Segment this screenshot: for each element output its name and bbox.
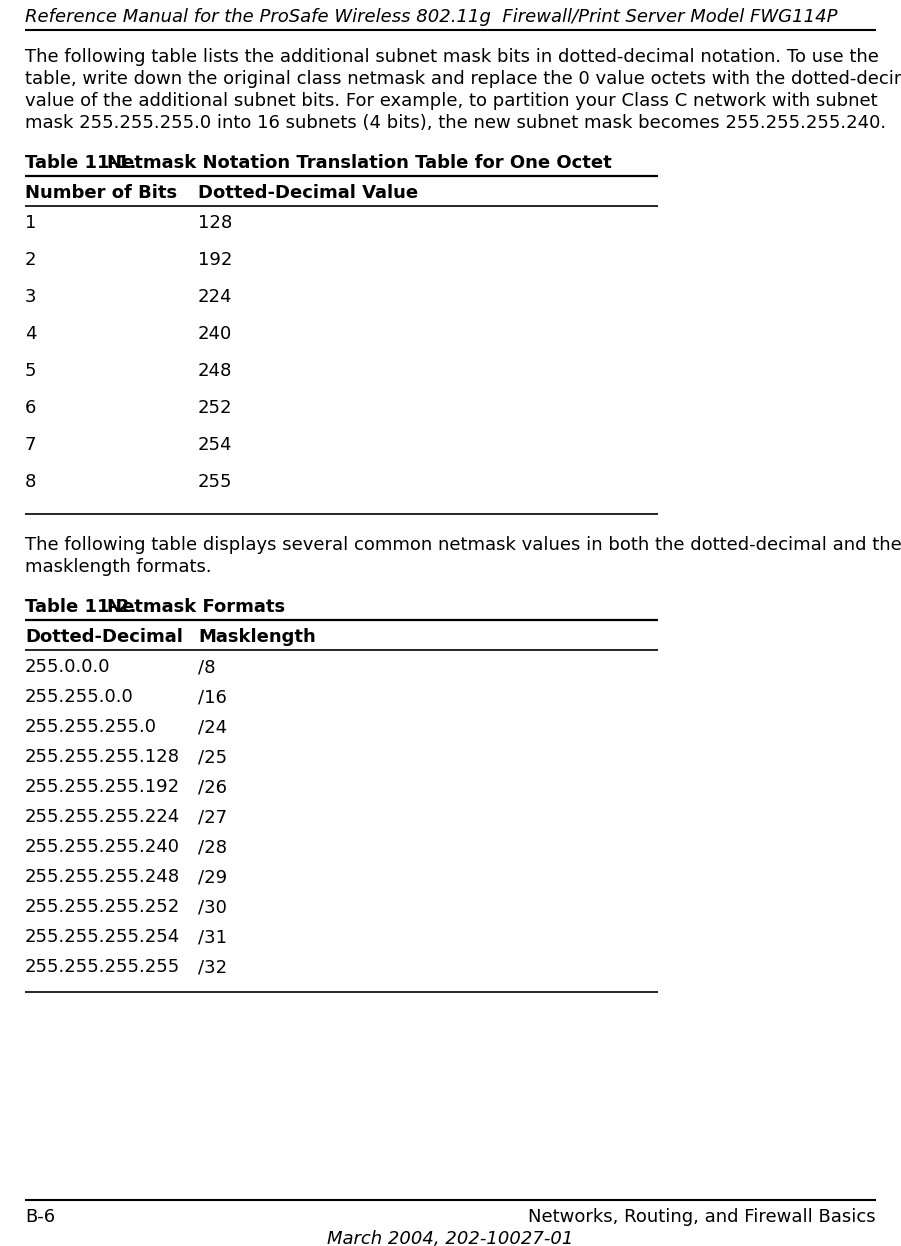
Text: 255.255.255.254: 255.255.255.254	[25, 928, 180, 946]
Text: 7: 7	[25, 436, 37, 454]
Text: Table 11-1.: Table 11-1.	[25, 155, 136, 172]
Text: 192: 192	[198, 250, 232, 269]
Text: Netmask Formats: Netmask Formats	[107, 598, 285, 616]
Text: 254: 254	[198, 436, 232, 454]
Text: 255.255.255.240: 255.255.255.240	[25, 839, 180, 856]
Text: 255: 255	[198, 473, 232, 491]
Text: 240: 240	[198, 325, 232, 343]
Text: 248: 248	[198, 363, 232, 380]
Text: Reference Manual for the ProSafe Wireless 802.11g  Firewall/Print Server Model F: Reference Manual for the ProSafe Wireles…	[25, 7, 838, 26]
Text: /16: /16	[198, 688, 227, 706]
Text: value of the additional subnet bits. For example, to partition your Class C netw: value of the additional subnet bits. For…	[25, 92, 878, 110]
Text: masklength formats.: masklength formats.	[25, 558, 212, 576]
Text: 255.255.255.192: 255.255.255.192	[25, 778, 180, 796]
Text: 255.255.255.224: 255.255.255.224	[25, 807, 180, 826]
Text: Dotted-Decimal Value: Dotted-Decimal Value	[198, 184, 418, 202]
Text: 6: 6	[25, 399, 36, 417]
Text: mask 255.255.255.0 into 16 subnets (4 bits), the new subnet mask becomes 255.255: mask 255.255.255.0 into 16 subnets (4 bi…	[25, 113, 886, 132]
Text: /26: /26	[198, 778, 227, 796]
Text: Networks, Routing, and Firewall Basics: Networks, Routing, and Firewall Basics	[528, 1209, 876, 1226]
Text: table, write down the original class netmask and replace the 0 value octets with: table, write down the original class net…	[25, 70, 901, 88]
Text: Netmask Notation Translation Table for One Octet: Netmask Notation Translation Table for O…	[107, 155, 612, 172]
Text: The following table displays several common netmask values in both the dotted-de: The following table displays several com…	[25, 536, 901, 554]
Text: 255.255.255.252: 255.255.255.252	[25, 898, 180, 916]
Text: 8: 8	[25, 473, 36, 491]
Text: 3: 3	[25, 288, 37, 307]
Text: 255.255.255.128: 255.255.255.128	[25, 748, 180, 766]
Text: 2: 2	[25, 250, 37, 269]
Text: 224: 224	[198, 288, 232, 307]
Text: The following table lists the additional subnet mask bits in dotted-decimal nota: The following table lists the additional…	[25, 49, 878, 66]
Text: 4: 4	[25, 325, 37, 343]
Text: Table 11-2.: Table 11-2.	[25, 598, 136, 616]
Text: /30: /30	[198, 898, 227, 916]
Text: 255.0.0.0: 255.0.0.0	[25, 658, 111, 677]
Text: /27: /27	[198, 807, 227, 826]
Text: 255.255.255.255: 255.255.255.255	[25, 958, 180, 976]
Text: /32: /32	[198, 958, 227, 976]
Text: Dotted-Decimal: Dotted-Decimal	[25, 628, 183, 645]
Text: /8: /8	[198, 658, 215, 677]
Text: 1: 1	[25, 214, 36, 232]
Text: 252: 252	[198, 399, 232, 417]
Text: 255.255.0.0: 255.255.0.0	[25, 688, 133, 706]
Text: March 2004, 202-10027-01: March 2004, 202-10027-01	[327, 1230, 573, 1246]
Text: 255.255.255.248: 255.255.255.248	[25, 868, 180, 886]
Text: Number of Bits: Number of Bits	[25, 184, 177, 202]
Text: /28: /28	[198, 839, 227, 856]
Text: /29: /29	[198, 868, 227, 886]
Text: B-6: B-6	[25, 1209, 55, 1226]
Text: 255.255.255.0: 255.255.255.0	[25, 718, 157, 736]
Text: Masklength: Masklength	[198, 628, 315, 645]
Text: 128: 128	[198, 214, 232, 232]
Text: /24: /24	[198, 718, 227, 736]
Text: /25: /25	[198, 748, 227, 766]
Text: /31: /31	[198, 928, 227, 946]
Text: 5: 5	[25, 363, 37, 380]
